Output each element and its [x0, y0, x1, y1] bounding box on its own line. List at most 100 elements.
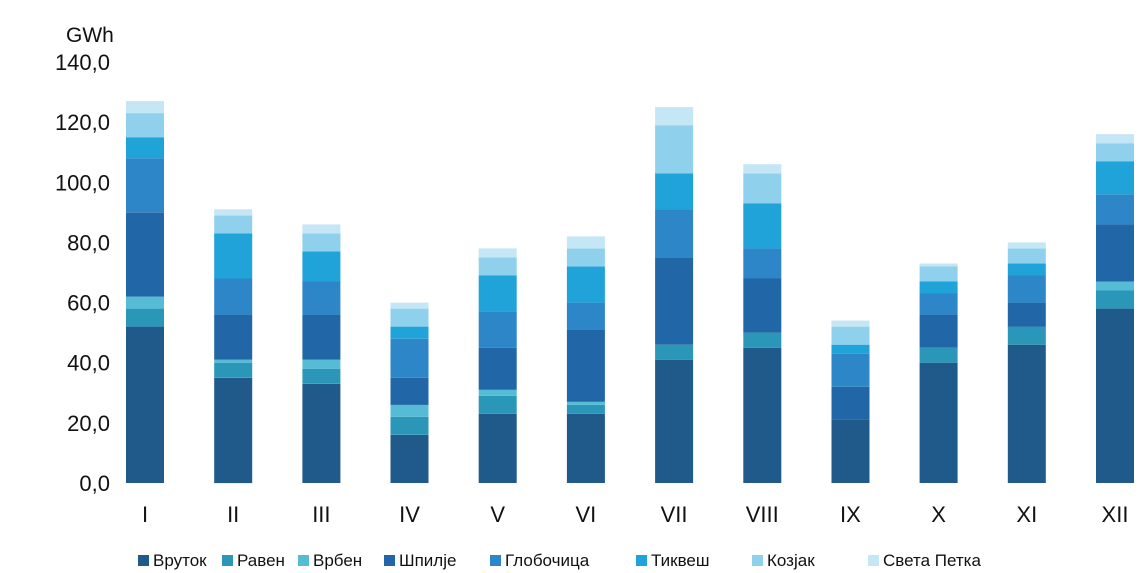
- bar-segment: [126, 296, 164, 309]
- bar-segment: [214, 314, 253, 360]
- legend-swatch: [384, 555, 395, 566]
- bar-segment: [1007, 326, 1046, 345]
- bar-segment: [831, 320, 870, 327]
- x-tick-label: VI: [576, 502, 597, 527]
- x-tick-label: VII: [661, 502, 688, 527]
- bar-segment: [126, 308, 164, 327]
- legend-item: Шпилје: [384, 551, 456, 570]
- bar-segment: [655, 257, 694, 345]
- bar-segment: [1096, 308, 1134, 483]
- legend: Вруток Равен Врбен Шпилје Глобочица Тиквеш Коз…: [138, 551, 981, 570]
- bar-segment: [919, 281, 958, 294]
- bar-segment: [126, 158, 164, 213]
- bar-segment: [655, 125, 694, 174]
- bar-segment: [390, 434, 429, 483]
- bar-segment: [302, 281, 341, 315]
- x-tick-label: III: [312, 502, 330, 527]
- x-tick-label: I: [142, 502, 148, 527]
- legend-item: Тиквеш: [636, 551, 710, 570]
- bar-segment: [831, 353, 870, 387]
- legend-swatch: [138, 555, 149, 566]
- bar-segment: [919, 263, 958, 267]
- bar-segment: [1096, 134, 1134, 144]
- bar-segment: [478, 395, 517, 414]
- legend-item: Вруток: [138, 551, 207, 570]
- legend-item: Глобочица: [490, 551, 590, 570]
- bar-segment: [390, 308, 429, 327]
- bar-segment: [478, 413, 517, 483]
- bar-segment: [831, 344, 870, 354]
- bar-segment: [743, 173, 782, 204]
- legend-swatch: [222, 555, 233, 566]
- bar-segment: [743, 347, 782, 483]
- bar-segment: [478, 311, 517, 348]
- y-tick-label: 0,0: [79, 471, 110, 496]
- bar-segment: [919, 347, 958, 363]
- bar-segment: [478, 257, 517, 276]
- bar-segment: [214, 209, 253, 216]
- legend-swatch: [490, 555, 501, 566]
- bar-segment: [302, 233, 341, 252]
- bar-segment: [831, 326, 870, 345]
- bar-segment: [1007, 302, 1046, 327]
- bar-segment: [302, 224, 341, 234]
- bar-segment: [566, 404, 605, 414]
- bar-segment: [126, 113, 164, 138]
- bar-segment: [1096, 290, 1134, 309]
- legend-label: Козјак: [767, 551, 815, 570]
- bar-segment: [302, 368, 341, 384]
- bar-segment: [919, 314, 958, 348]
- bar-segment: [390, 404, 429, 417]
- y-tick-label: 140,0: [55, 50, 110, 75]
- bar-segment: [1007, 242, 1046, 249]
- bar-segment: [655, 359, 694, 483]
- x-tick-label: IX: [840, 502, 861, 527]
- x-tick-label: XI: [1016, 502, 1037, 527]
- bar-segment: [390, 416, 429, 435]
- bar-segment: [655, 173, 694, 210]
- bar-segment: [478, 275, 517, 312]
- legend-label: Шпилје: [399, 551, 456, 570]
- bar-segment: [302, 359, 341, 369]
- bar-segment: [126, 137, 164, 159]
- legend-swatch: [868, 555, 879, 566]
- bar-segment: [743, 332, 782, 348]
- bar-segment: [390, 326, 429, 339]
- bar-segment: [1007, 344, 1046, 483]
- legend-label: Тиквеш: [651, 551, 710, 570]
- bar-segment: [214, 233, 253, 279]
- bar-segment: [743, 164, 782, 174]
- bar-segment: [743, 278, 782, 333]
- x-tick-label: VIII: [746, 502, 779, 527]
- x-tick-label: X: [931, 502, 946, 527]
- y-tick-label: 20,0: [67, 411, 110, 436]
- bar-segment: [831, 386, 870, 420]
- bar-segment: [655, 209, 694, 258]
- bar-segment: [302, 314, 341, 360]
- bar-segment: [126, 212, 164, 297]
- bar-segment: [566, 266, 605, 303]
- bar-segment: [390, 302, 429, 309]
- bar-segment: [743, 248, 782, 279]
- bar-segment: [1096, 143, 1134, 162]
- y-axis-unit-label: GWh: [66, 24, 114, 47]
- legend-item: Равен: [222, 551, 285, 570]
- y-tick-label: 60,0: [67, 291, 110, 316]
- legend-label: Глобочица: [505, 551, 590, 570]
- y-tick-label: 120,0: [55, 110, 110, 135]
- bar-segment: [655, 344, 694, 360]
- bar-segment: [214, 377, 253, 484]
- x-tick-label: V: [490, 502, 505, 527]
- legend-swatch: [636, 555, 647, 566]
- legend-swatch: [298, 555, 309, 566]
- legend-item: Света Петка: [868, 551, 981, 570]
- bar-segment: [1096, 161, 1134, 195]
- legend-label: Вруток: [153, 551, 207, 570]
- bar-segment: [214, 215, 253, 234]
- bar-segment: [390, 338, 429, 378]
- legend-label: Врбен: [313, 551, 362, 570]
- bar-segment: [302, 251, 341, 282]
- bar-segment: [1096, 194, 1134, 225]
- bar-segment: [1007, 275, 1046, 303]
